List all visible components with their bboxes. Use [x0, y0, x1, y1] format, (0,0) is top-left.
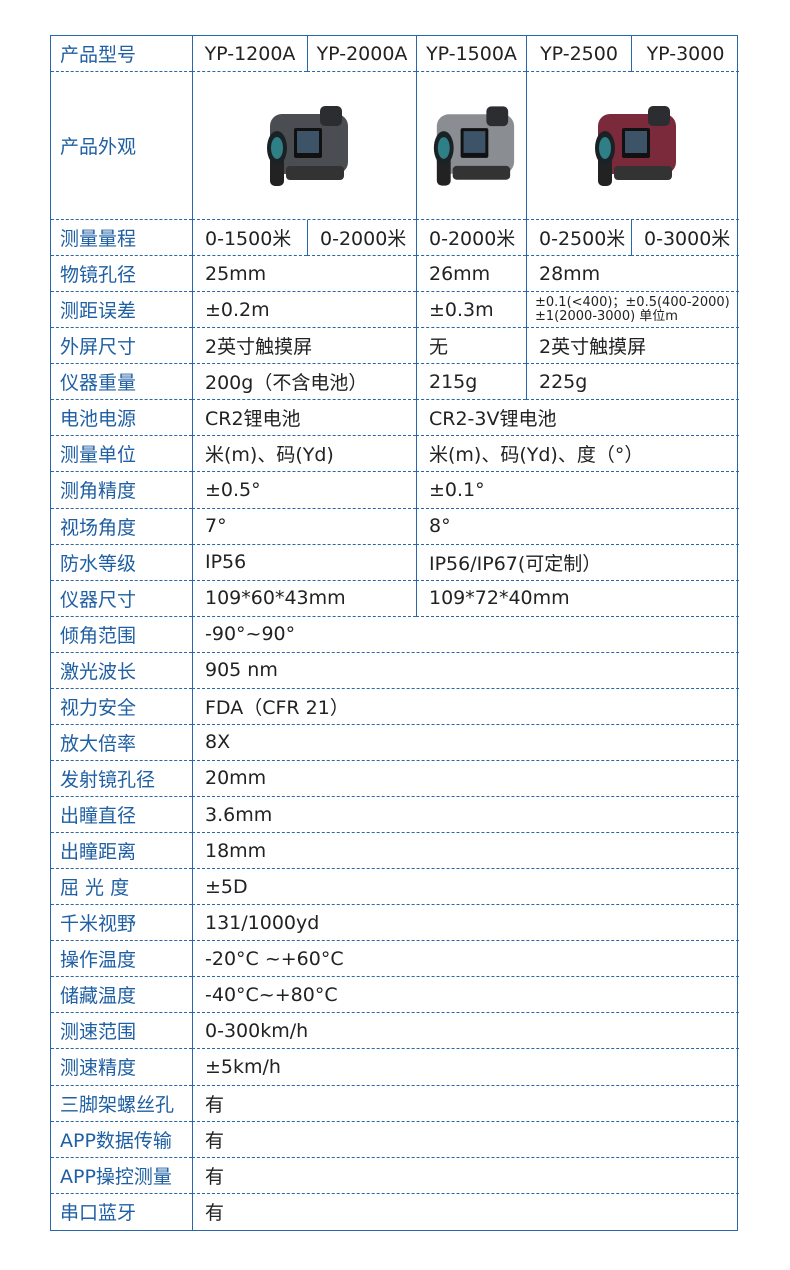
- row-label: 防水等级: [51, 545, 192, 581]
- product-image: [526, 72, 739, 220]
- product-image: [416, 72, 526, 220]
- spec-value: ±0.3m: [416, 292, 526, 329]
- spec-value: 215g: [416, 364, 526, 401]
- row-label: APP操控测量: [51, 1158, 192, 1194]
- spec-value: ±0.2m: [192, 292, 416, 329]
- spec-value: ±0.1(<400)；±0.5(400-2000) ±1(2000-3000) …: [526, 292, 739, 329]
- spec-value: 有: [192, 1193, 739, 1230]
- row-label: 出瞳距离: [51, 833, 192, 870]
- row-label: 屈 光 度: [51, 869, 192, 906]
- spec-value: 0-3000米: [631, 220, 739, 257]
- model-header: YP-1500A: [416, 36, 526, 72]
- spec-value: CR2锂电池: [192, 400, 416, 437]
- spec-value: 905 nm: [192, 652, 739, 689]
- spec-value: -40°C~+80°C: [192, 977, 739, 1014]
- row-label: 倾角范围: [51, 617, 192, 653]
- row-label: 激光波长: [51, 653, 192, 689]
- spec-value: 8X: [192, 724, 739, 761]
- spec-value: ±5km/h: [192, 1049, 739, 1086]
- spec-value: 有: [192, 1085, 739, 1122]
- spec-value: ±5D: [192, 869, 739, 906]
- row-label: 发射镜孔径: [51, 761, 192, 797]
- rangefinder-image: [433, 105, 515, 186]
- spec-value: 131/1000yd: [192, 905, 739, 942]
- row-label-appearance: 产品外观: [51, 72, 192, 220]
- row-label: 仪器重量: [51, 364, 192, 401]
- row-label: 测速范围: [51, 1013, 192, 1050]
- spec-value: 有: [192, 1121, 739, 1158]
- spec-value: ±0.5°: [192, 472, 416, 509]
- spec-value: 0-300km/h: [192, 1013, 739, 1050]
- spec-value: CR2-3V锂电池: [416, 400, 739, 437]
- row-label: 电池电源: [51, 400, 192, 437]
- row-label: 测距误差: [51, 292, 192, 329]
- spec-value: 25mm: [192, 256, 416, 293]
- spec-value: 米(m)、码(Yd)、度（°）: [416, 436, 739, 473]
- row-label: APP数据传输: [51, 1122, 192, 1158]
- row-label: 仪器尺寸: [51, 581, 192, 617]
- spec-value: IP56/IP67(可定制）: [416, 544, 739, 581]
- row-label: 三脚架螺丝孔: [51, 1086, 192, 1122]
- spec-value: 无: [416, 328, 526, 365]
- spec-value: 109*60*43mm: [192, 580, 416, 617]
- model-header: YP-2500: [526, 36, 631, 72]
- row-label: 外屏尺寸: [51, 328, 192, 365]
- row-label: 串口蓝牙: [60, 1202, 137, 1225]
- row-label: 操作温度: [51, 941, 192, 978]
- product-image: [192, 72, 416, 220]
- spec-value: 0-1500米: [192, 220, 307, 257]
- spec-value: 3.6mm: [192, 797, 739, 834]
- spec-value: -20°C ~+60°C: [192, 941, 739, 978]
- row-label: 视力安全: [51, 689, 192, 725]
- spec-value: 26mm: [416, 256, 526, 293]
- spec-value: -90°~90°: [192, 616, 739, 653]
- spec-value: 0-2000米: [307, 220, 416, 257]
- row-label: 视场角度: [51, 509, 192, 545]
- rangefinder-image: [266, 105, 348, 186]
- spec-value: ±0.1°: [416, 472, 739, 509]
- row-label: 测角精度: [51, 472, 192, 509]
- row-label: 出瞳直径: [51, 797, 192, 834]
- row-label: 测量量程: [51, 220, 192, 257]
- row-label: 放大倍率: [51, 725, 192, 761]
- spec-value: 18mm: [192, 833, 739, 870]
- model-header: YP-2000A: [307, 36, 416, 72]
- spec-value: 200g（不含电池）: [192, 364, 416, 401]
- spec-value: 米(m)、码(Yd): [192, 436, 416, 473]
- rangefinder-image: [595, 105, 676, 186]
- spec-value: 2英寸触摸屏: [526, 328, 739, 365]
- spec-value: 225g: [526, 364, 739, 401]
- row-label: 测量单位: [51, 436, 192, 473]
- spec-value: 109*72*40mm: [416, 580, 739, 617]
- row-label: 储藏温度: [51, 977, 192, 1014]
- spec-value: 8°: [416, 508, 739, 545]
- spec-value: 20mm: [192, 760, 739, 797]
- row-label: 测速精度: [51, 1049, 192, 1086]
- spec-value: 28mm: [526, 256, 739, 293]
- spec-table: 产品型号 YP-1200A YP-2000A YP-1500A YP-2500 YP-30…: [50, 35, 739, 1231]
- spec-value: FDA（CFR 21）: [192, 688, 739, 725]
- spec-value: 0-2000米: [416, 220, 526, 257]
- row-label: 千米视野: [51, 905, 192, 942]
- model-header: YP-1200A: [192, 36, 307, 72]
- row-label-model: 产品型号: [51, 36, 192, 72]
- spec-value: IP56: [192, 544, 416, 581]
- spec-value: 7°: [192, 508, 416, 545]
- row-label: 物镜孔径: [51, 256, 192, 293]
- spec-value: 有: [192, 1157, 739, 1194]
- spec-value: 0-2500米: [526, 220, 631, 257]
- spec-value: 2英寸触摸屏: [192, 328, 416, 365]
- model-header: YP-3000: [631, 36, 739, 72]
